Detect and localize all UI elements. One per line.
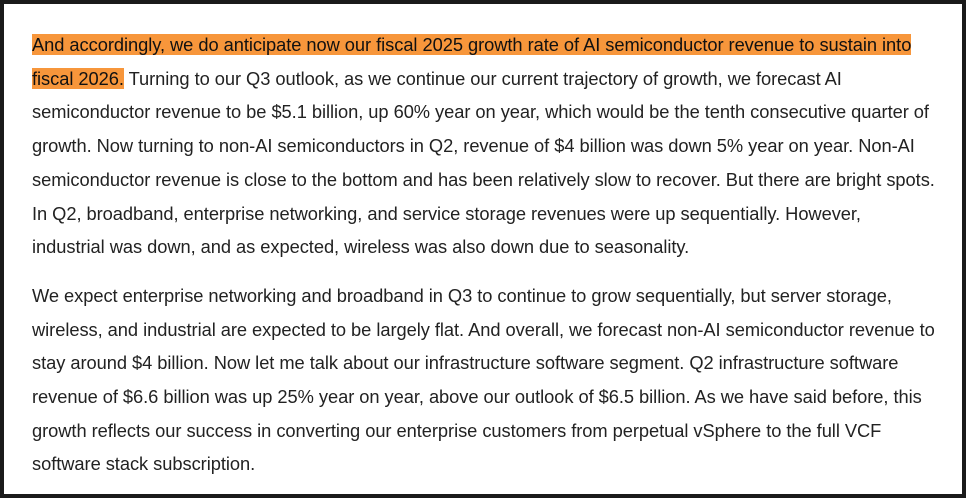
paragraph-2: We expect enterprise networking and broa… <box>32 284 935 475</box>
paragraph-1: And accordingly, we do anticipate now ou… <box>32 28 936 264</box>
document-page: And accordingly, we do anticipate now ou… <box>4 4 962 494</box>
paragraph-1-text: Turning to our Q3 outlook, as we continu… <box>32 67 935 258</box>
